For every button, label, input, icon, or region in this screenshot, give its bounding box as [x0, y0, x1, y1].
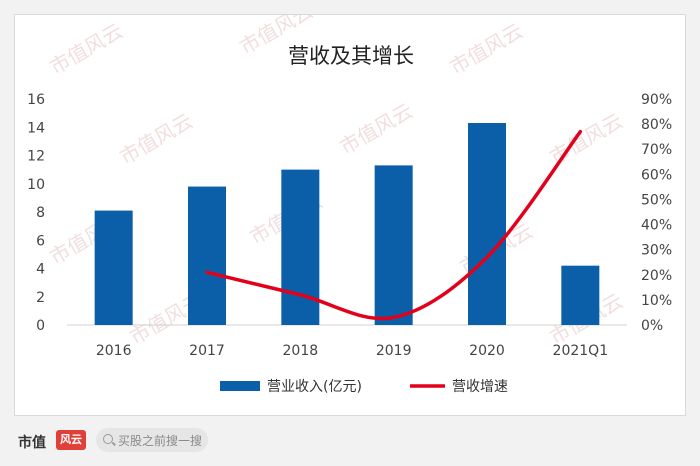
x-tick-label: 2019 [376, 343, 412, 359]
right-tick-label: 50% [641, 192, 672, 208]
right-tick-label: 20% [641, 268, 672, 284]
watermark-text: 市值风云 [336, 99, 417, 160]
brand-logo: 风云 [56, 430, 86, 450]
chart-card: 营收及其增长 市值风云市值风云市值风云市值风云市值风云市值风云市值风云市值风云市… [14, 14, 686, 416]
bar-series [94, 123, 600, 325]
left-tick-label: 10 [27, 177, 45, 193]
chart-title: 营收及其增长 [288, 44, 414, 68]
search-icon [103, 434, 113, 444]
watermark-text: 市值风云 [546, 109, 627, 170]
revenue-bar [561, 265, 600, 325]
search-placeholder: 买股之前搜一搜 [118, 434, 203, 448]
growth-line [205, 129, 583, 321]
left-tick-label: 14 [27, 120, 45, 136]
left-tick-label: 4 [36, 262, 45, 278]
right-tick-label: 60% [641, 167, 672, 183]
footer: 市值 风云 买股之前搜一搜 [0, 418, 700, 466]
watermark-text: 市值风云 [446, 19, 527, 80]
left-tick-label: 16 [27, 92, 45, 108]
revenue-bar [281, 169, 320, 325]
revenue-bar [94, 210, 133, 325]
left-axis-ticks: 0 2 4 6 8 10 12 14 16 [27, 92, 45, 334]
right-tick-label: 10% [641, 293, 672, 309]
legend-label-revenue: 营业收入(亿元) [267, 379, 362, 395]
right-tick-label: 30% [641, 243, 672, 259]
brand-name: 市值 [18, 435, 46, 451]
left-tick-label: 12 [27, 149, 45, 165]
watermark-text: 市值风云 [46, 19, 127, 80]
legend-label-growth: 营收增速 [452, 379, 508, 395]
watermark-text: 市值风云 [116, 109, 197, 170]
right-tick-label: 80% [641, 117, 672, 133]
x-tick-label: 2018 [283, 343, 319, 359]
right-tick-label: 90% [641, 92, 672, 108]
legend: 营业收入(亿元) 营收增速 [220, 379, 508, 395]
revenue-bar [188, 186, 226, 325]
right-axis-ticks: 0% 10% 20% 30% 40% 50% 60% 70% 80% 90% [641, 92, 672, 334]
left-tick-label: 0 [36, 318, 45, 334]
chart-svg: 营收及其增长 市值风云市值风云市值风云市值风云市值风云市值风云市值风云市值风云市… [27, 15, 672, 395]
right-tick-label: 0% [641, 318, 663, 334]
left-tick-label: 2 [36, 290, 45, 306]
x-tick-label: 2020 [469, 343, 505, 359]
left-tick-label: 8 [36, 205, 45, 221]
legend-swatch-revenue [220, 381, 260, 391]
right-tick-label: 40% [641, 218, 672, 234]
left-tick-label: 6 [36, 233, 45, 249]
x-tick-label: 2021Q1 [553, 343, 609, 359]
right-tick-label: 70% [641, 142, 672, 158]
x-tick-label: 2016 [96, 343, 132, 359]
search-box[interactable]: 买股之前搜一搜 [96, 428, 208, 452]
revenue-bar [468, 123, 506, 325]
revenue-bar [374, 165, 413, 325]
x-tick-label: 2017 [189, 343, 225, 359]
x-axis-labels: 2016 2017 2018 2019 2020 2021Q1 [96, 343, 608, 359]
